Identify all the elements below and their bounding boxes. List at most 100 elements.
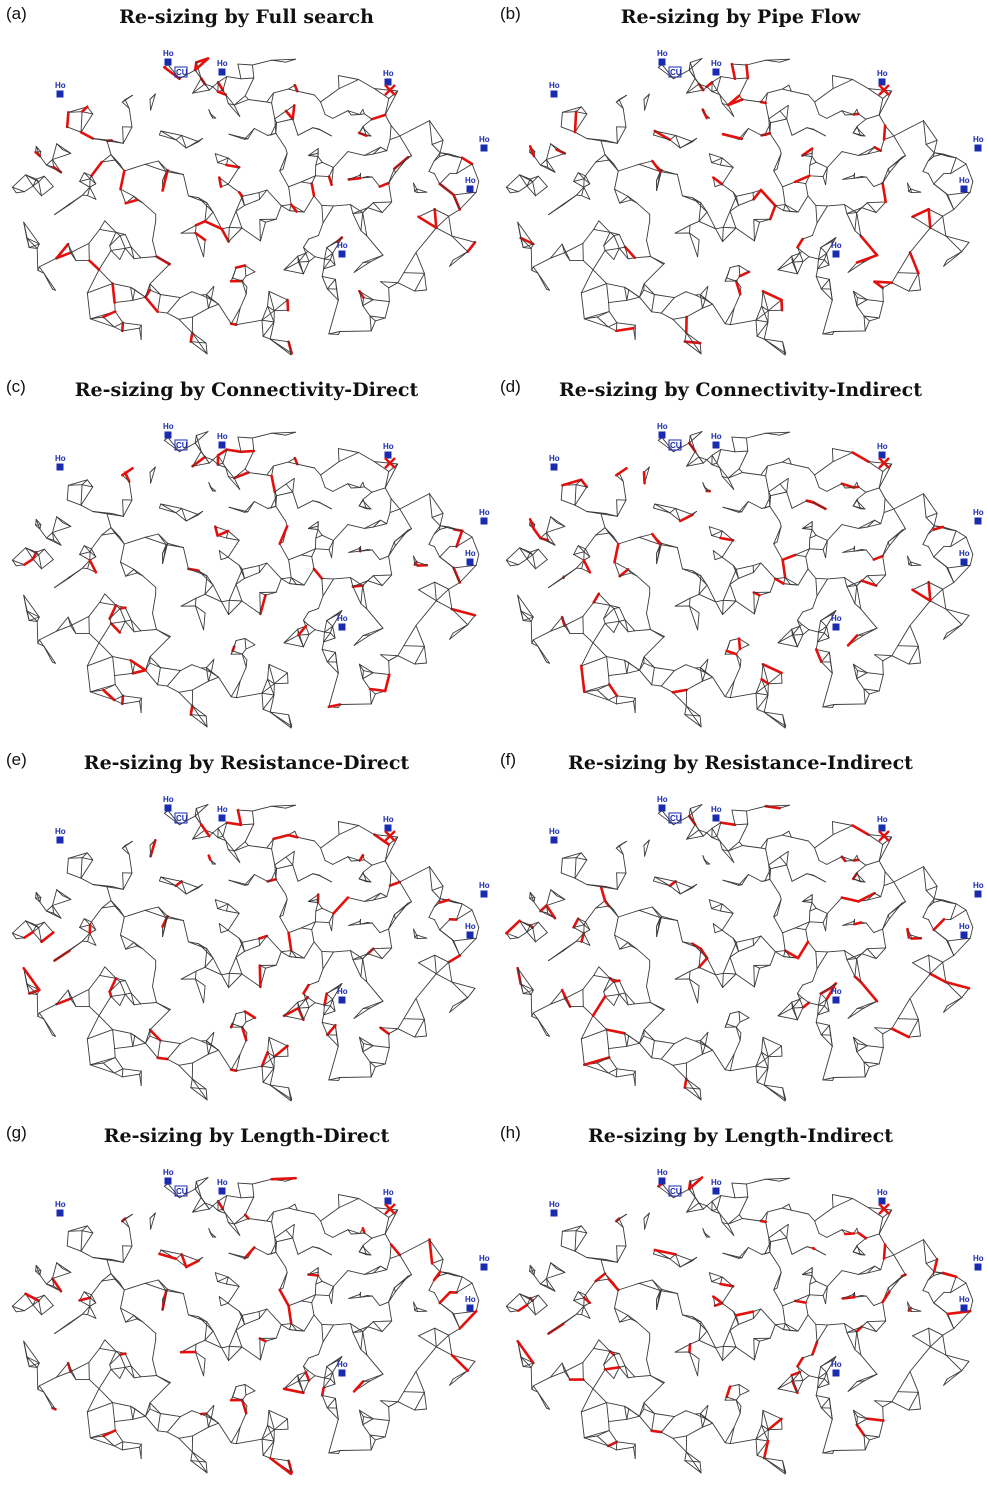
pipe bbox=[607, 326, 617, 332]
pipe bbox=[805, 183, 809, 197]
pipe bbox=[217, 1281, 227, 1285]
pipe bbox=[969, 926, 974, 939]
pipe bbox=[347, 110, 352, 116]
pipe bbox=[650, 629, 665, 637]
pipe bbox=[615, 840, 627, 849]
pipe bbox=[191, 1037, 202, 1042]
pipe bbox=[461, 903, 473, 911]
pipe bbox=[802, 629, 810, 635]
pipe bbox=[433, 525, 441, 535]
pipe bbox=[761, 1051, 769, 1058]
panel-title: Re-sizing by Length-Indirect bbox=[587, 1125, 893, 1147]
pipe bbox=[380, 654, 390, 662]
pipe bbox=[581, 195, 591, 200]
pipe bbox=[768, 110, 781, 120]
pipe bbox=[791, 998, 801, 1009]
pipe bbox=[122, 499, 124, 517]
pipe bbox=[233, 845, 249, 852]
pipe bbox=[652, 876, 656, 882]
pipe bbox=[788, 830, 792, 838]
pipe bbox=[205, 1088, 208, 1101]
pipe bbox=[439, 512, 444, 527]
pipe bbox=[883, 1254, 895, 1260]
pipe bbox=[866, 202, 877, 214]
pipe bbox=[724, 1053, 735, 1071]
pipe bbox=[23, 594, 30, 621]
pipe bbox=[328, 540, 334, 551]
pipe bbox=[624, 992, 629, 1006]
pipe bbox=[708, 526, 713, 537]
pipe bbox=[214, 899, 229, 905]
pipe bbox=[429, 120, 433, 145]
pipe bbox=[847, 1380, 865, 1392]
pipe bbox=[80, 484, 83, 506]
pipe bbox=[121, 327, 140, 332]
pipe bbox=[399, 120, 430, 137]
pipe bbox=[814, 834, 834, 849]
pipe bbox=[546, 159, 556, 173]
pipe bbox=[727, 472, 743, 479]
pipe bbox=[384, 844, 390, 862]
pipe bbox=[326, 288, 339, 301]
pipe bbox=[739, 1017, 750, 1023]
pipe bbox=[638, 533, 653, 538]
pipe bbox=[200, 1413, 212, 1419]
pipe bbox=[203, 985, 206, 1004]
pipe bbox=[52, 532, 55, 541]
pipe bbox=[509, 937, 519, 940]
resized-pipe bbox=[761, 663, 783, 675]
pipe bbox=[927, 919, 935, 931]
pipe bbox=[451, 939, 461, 956]
pipe bbox=[786, 104, 789, 120]
pipe bbox=[397, 272, 405, 284]
pipe bbox=[767, 1055, 783, 1058]
pipe bbox=[212, 211, 223, 230]
pipe bbox=[220, 929, 229, 934]
pipe bbox=[865, 922, 875, 934]
resized-pipe bbox=[759, 100, 767, 105]
pipe bbox=[669, 512, 681, 522]
pipe bbox=[530, 989, 534, 995]
pipe bbox=[801, 894, 813, 902]
pipe bbox=[686, 450, 696, 467]
pipe bbox=[384, 463, 399, 489]
pipe bbox=[431, 889, 441, 900]
pipe bbox=[388, 660, 390, 676]
pipe bbox=[857, 113, 867, 120]
pipe bbox=[866, 1045, 884, 1049]
pipe bbox=[152, 966, 157, 987]
pipe bbox=[87, 932, 91, 943]
pipe bbox=[389, 1244, 392, 1260]
pipe bbox=[175, 507, 183, 514]
pipe bbox=[768, 483, 781, 493]
pipe bbox=[112, 656, 132, 661]
pipe bbox=[719, 94, 723, 104]
pipe bbox=[712, 550, 716, 561]
pipe bbox=[367, 1326, 383, 1333]
pipe bbox=[15, 937, 25, 940]
pipe bbox=[393, 155, 412, 170]
pipe bbox=[157, 160, 167, 173]
pipe bbox=[820, 247, 828, 254]
source-node-label: Ho bbox=[217, 432, 228, 441]
pipe bbox=[942, 153, 957, 159]
pipe bbox=[891, 655, 910, 665]
pipe bbox=[308, 1002, 316, 1008]
pipe bbox=[711, 464, 721, 469]
resized-pipe bbox=[289, 203, 298, 213]
source-node-label: Ho bbox=[877, 69, 888, 78]
pipe bbox=[864, 693, 870, 705]
pipe bbox=[308, 234, 319, 240]
pipe bbox=[175, 885, 187, 895]
pipe bbox=[217, 1208, 224, 1212]
pipe bbox=[815, 534, 828, 541]
pipe bbox=[271, 465, 274, 477]
pipe bbox=[326, 1407, 339, 1420]
pipe bbox=[323, 1383, 336, 1389]
pipe bbox=[38, 181, 42, 197]
pipe bbox=[166, 1431, 180, 1439]
pipe bbox=[826, 998, 830, 1012]
pipe bbox=[767, 1045, 782, 1058]
pipe bbox=[384, 1233, 392, 1246]
pipe bbox=[371, 922, 381, 934]
